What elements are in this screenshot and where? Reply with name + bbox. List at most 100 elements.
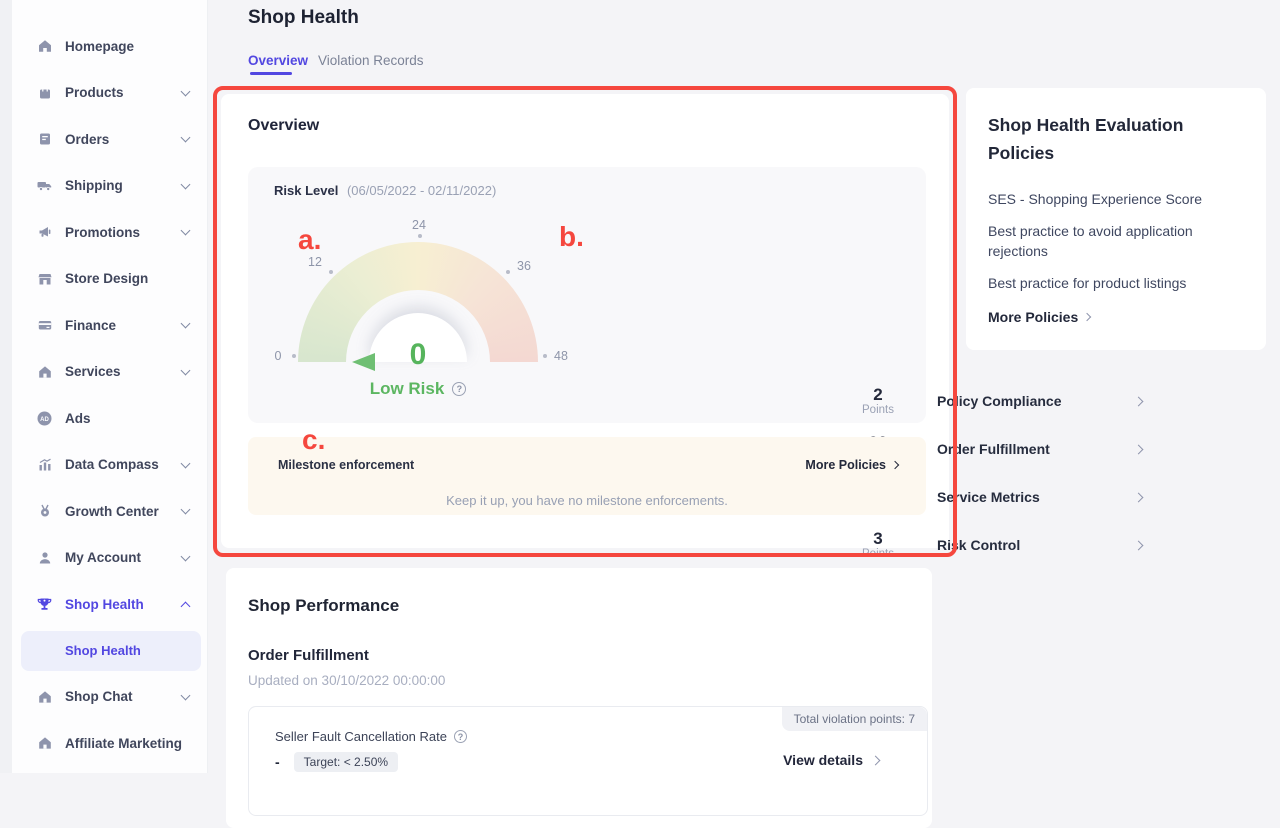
sidebar-item-label: Data Compass <box>65 457 159 473</box>
svg-text:AD: AD <box>40 417 49 423</box>
chevron-right-icon <box>890 460 900 470</box>
help-icon[interactable]: ? <box>452 382 467 396</box>
sidebar-item-data-compass[interactable]: Data Compass <box>12 442 207 489</box>
milestone-more-policies-link[interactable]: More Policies <box>805 458 900 472</box>
sidebar-item-store-design[interactable]: Store Design <box>12 256 207 303</box>
sidebar-item-orders[interactable]: Orders <box>12 116 207 163</box>
milestone-more-policies-label: More Policies <box>805 458 886 472</box>
gauge-dot <box>329 270 333 274</box>
chevron-up-icon <box>180 601 191 612</box>
points-unit: Points <box>862 547 894 560</box>
total-violation-points-badge: Total violation points: 7 <box>781 707 927 731</box>
sidebar-subitem-wrap: Shop Health <box>12 628 207 674</box>
credit-card-icon <box>36 317 53 334</box>
gauge-tick-0: 0 <box>274 349 282 363</box>
chevron-right-icon <box>1133 444 1144 454</box>
points-category-label: Policy Compliance <box>937 393 1062 409</box>
milestone-title: Milestone enforcement <box>278 458 415 472</box>
view-details-link[interactable]: View details <box>783 752 881 768</box>
home-icon <box>36 38 53 55</box>
person-icon <box>36 549 53 566</box>
policy-link-product-listings[interactable]: Best practice for product listings <box>988 275 1187 291</box>
sidebar-item-label: Affiliate Marketing <box>65 735 183 751</box>
order-list-icon <box>36 131 53 148</box>
risk-level-title-row: Risk Level (06/05/2022 - 02/11/2022) <box>274 183 496 198</box>
policy-link-ses[interactable]: SES - Shopping Experience Score <box>988 191 1203 207</box>
points-unit: Points <box>862 403 894 416</box>
gauge-dot <box>292 354 296 358</box>
sidebar-item-finance[interactable]: Finance <box>12 302 207 349</box>
chevron-down-icon <box>180 504 191 515</box>
metric-value: - <box>275 754 280 770</box>
chevron-right-icon <box>1133 540 1144 550</box>
chevron-right-icon <box>1083 312 1092 322</box>
megaphone-icon <box>36 224 53 241</box>
updated-timestamp: Updated on 30/10/2022 00:00:00 <box>248 673 446 688</box>
chevron-down-icon <box>180 690 191 701</box>
sidebar-item-services[interactable]: Services <box>12 349 207 396</box>
sidebar-item-my-account[interactable]: My Account <box>12 535 207 582</box>
chevron-down-icon <box>180 365 191 376</box>
sidebar-item-label: Services <box>65 364 121 380</box>
policies-more-label: More Policies <box>988 309 1079 325</box>
sidebar-item-label: Shipping <box>65 178 123 194</box>
trophy-icon <box>36 596 53 613</box>
risk-level-row: Low Risk ? <box>268 379 568 399</box>
chevron-down-icon <box>180 86 191 97</box>
sidebar-item-shipping[interactable]: Shipping <box>12 163 207 210</box>
shopping-bag-icon <box>36 84 53 101</box>
risk-score-value: 0 <box>409 338 427 371</box>
points-row-risk-control[interactable]: 3 Points Risk Control <box>849 521 1174 569</box>
sidebar-item-homepage[interactable]: Homepage <box>12 23 207 70</box>
metric-name: Seller Fault Cancellation Rate <box>275 729 447 744</box>
page-title: Shop Health <box>248 7 359 28</box>
gauge-pointer <box>352 353 375 371</box>
points-row-policy-compliance[interactable]: 2 Points Policy Compliance <box>849 377 1174 425</box>
sidebar-item-growth-center[interactable]: Growth Center <box>12 488 207 535</box>
chevron-down-icon <box>180 551 191 562</box>
sidebar-item-affiliate-marketing[interactable]: Affiliate Marketing <box>12 720 207 767</box>
policies-panel: Shop Health Evaluation Policies SES - Sh… <box>966 88 1266 350</box>
gauge-dot <box>418 234 422 238</box>
metric-name-row: Seller Fault Cancellation Rate ? <box>275 729 467 744</box>
annotation-letter-b: b. <box>559 221 584 252</box>
sidebar-item-label: Shop Chat <box>65 689 133 705</box>
points-category-label: Order Fulfillment <box>937 441 1050 457</box>
seller-fault-metric-card: Total violation points: 7 Seller Fault C… <box>248 706 928 816</box>
sidebar-item-label: Growth Center <box>65 503 159 519</box>
storefront-icon <box>36 270 53 287</box>
tab-overview[interactable]: Overview <box>248 53 309 68</box>
sidebar-item-shop-chat[interactable]: Shop Chat <box>12 674 207 721</box>
risk-level-title: Risk Level <box>274 183 339 198</box>
sidebar-item-label: Orders <box>65 131 110 147</box>
sidebar-item-label: My Account <box>65 550 142 566</box>
points-value: 2 <box>873 384 883 404</box>
gauge-tick-48: 48 <box>554 349 568 363</box>
risk-level-label: Low Risk <box>369 379 445 398</box>
chevron-right-icon <box>870 755 881 765</box>
sidebar-item-ads[interactable]: AD Ads <box>12 395 207 442</box>
policies-panel-title: Shop Health Evaluation Policies <box>988 115 1184 163</box>
left-edge-strip <box>0 0 12 773</box>
policies-more-link[interactable]: More Policies <box>988 309 1092 325</box>
policy-link-application-rejections[interactable]: Best practice to avoid application rejec… <box>988 223 1193 259</box>
gauge-dot <box>506 270 510 274</box>
shop-performance-heading: Shop Performance <box>248 596 400 615</box>
annotation-letter-a: a. <box>298 224 322 255</box>
milestone-enforcement-panel: Milestone enforcement More Policies Keep… <box>248 437 926 515</box>
sidebar-item-shop-health[interactable]: Shop Health <box>12 581 207 628</box>
sidebar-item-products[interactable]: Products <box>12 70 207 117</box>
gauge-tick-24: 24 <box>412 218 426 232</box>
sidebar-item-promotions[interactable]: Promotions <box>12 209 207 256</box>
sidebar-item-label: Homepage <box>65 38 135 54</box>
sidebar-item-label: Shop Health <box>65 596 144 612</box>
sidebar-item-label: Promotions <box>65 224 141 240</box>
help-icon[interactable]: ? <box>453 730 467 743</box>
annotation-letter-c: c. <box>302 424 326 455</box>
view-details-label: View details <box>783 752 863 768</box>
sidebar-subitem-shop-health[interactable]: Shop Health <box>21 630 201 671</box>
tab-violation-records[interactable]: Violation Records <box>318 53 424 68</box>
sidebar: Homepage Products Orders Shipping Promot… <box>12 0 208 773</box>
metric-value-row: - Target: < 2.50% <box>275 752 399 772</box>
